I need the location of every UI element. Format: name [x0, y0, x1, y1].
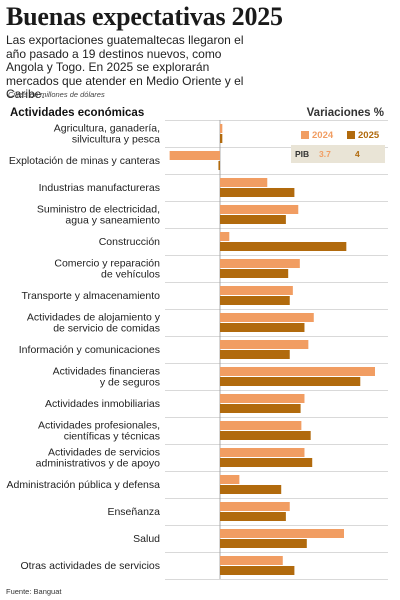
category-labels: Agricultura, ganadería, silvicultura y pe…: [6, 123, 160, 573]
category-label-line: Actividades profesionales,: [38, 420, 160, 432]
bar-2024: [220, 475, 240, 484]
bar-2025: [220, 458, 313, 467]
category-label: Actividades inmobiliarias: [45, 398, 160, 410]
category-label-line: Actividades de alojamiento y: [27, 312, 161, 324]
bar-2024: [220, 448, 305, 457]
bar-2024: [220, 286, 293, 295]
category-label: Explotación de minas y canteras: [9, 155, 160, 167]
category-label-line: Otras actividades de servicios: [21, 560, 160, 572]
bar-2024: [220, 205, 299, 214]
category-label: Construcción: [99, 236, 160, 248]
category-label: Suministro de electricidad, agua y saneam…: [37, 204, 160, 227]
category-label: Actividades profesionales, científicas y …: [38, 420, 160, 443]
category-label-line: Información y comunicaciones: [19, 344, 160, 356]
category-label: Actividades de servicios administrativos …: [36, 447, 160, 470]
chart-bars: [169, 124, 375, 575]
bar-2025: [220, 134, 223, 143]
category-label-line: silvicultura y pesca: [72, 134, 160, 146]
bar-2024: [220, 259, 300, 268]
category-label-line: Salud: [133, 533, 160, 545]
bar-2024: [220, 502, 290, 511]
category-label-line: Comercio y reparación: [54, 258, 160, 270]
bar-2024: [220, 529, 344, 538]
chart-subtitle: Las exportaciones guatemaltecas llegaron…: [6, 33, 244, 101]
legend-item-2025: 2025: [347, 130, 379, 141]
category-label-line: Actividades inmobiliarias: [45, 398, 160, 410]
legend-item-2024: 2024: [301, 130, 333, 141]
bar-2024: [220, 232, 230, 241]
category-label-line: Enseñanza: [107, 506, 160, 518]
bar-2025: [220, 188, 295, 197]
legend-swatch-2025: [347, 131, 355, 139]
category-label-line: Explotación de minas y canteras: [9, 155, 160, 167]
category-label-line: de vehículos: [101, 269, 160, 281]
category-label-line: Agricultura, ganadería,: [54, 123, 160, 135]
source-note: Fuente: Banguat: [6, 587, 62, 596]
bar-2025: [220, 350, 290, 359]
bar-2024: [220, 556, 283, 565]
bar-2025: [220, 485, 282, 494]
bar-2025: [220, 323, 305, 332]
bar-2025: [220, 539, 307, 548]
legend-label-2024: 2024: [312, 130, 334, 141]
category-label: Enseñanza: [107, 506, 160, 518]
category-label-line: agua y saneamiento: [65, 215, 160, 227]
category-label: Industrias manufactureras: [39, 182, 160, 194]
bar-2024: [220, 421, 302, 430]
bar-2025: [220, 269, 289, 278]
variation-column-header: Variaciones %: [306, 107, 384, 119]
bar-chart: Agricultura, ganadería, silvicultura y pe…: [6, 120, 388, 580]
chart-title: Buenas expectativas 2025: [6, 2, 283, 31]
category-label: Actividades financieras y de seguros: [53, 366, 160, 389]
category-label: Salud: [133, 533, 160, 545]
bar-2024: [220, 367, 375, 376]
bar-2025: [220, 566, 295, 575]
bar-2025: [220, 512, 286, 521]
unit-note: Cifras en millones de dólares: [8, 90, 105, 99]
bar-2024: [169, 151, 220, 160]
category-label-line: de servicio de comidas: [53, 323, 160, 335]
legend-label-2025: 2025: [358, 130, 380, 141]
bar-2024: [220, 313, 314, 322]
category-label: Otras actividades de servicios: [21, 560, 160, 572]
legend: 2024 2025 PIB 3.7 4: [291, 129, 385, 163]
bar-2025: [218, 161, 220, 170]
bar-2025: [220, 242, 347, 251]
category-label: Información y comunicaciones: [19, 344, 160, 356]
sector-column-header: Actividades económicas: [10, 107, 145, 119]
category-label-line: Industrias manufactureras: [39, 182, 160, 194]
bar-2025: [220, 296, 290, 305]
category-label-line: Actividades de servicios: [48, 447, 160, 459]
bar-2024: [220, 340, 309, 349]
category-label-line: científicas y técnicas: [64, 431, 160, 443]
category-label-line: Construcción: [99, 236, 160, 248]
bar-2024: [220, 124, 223, 133]
category-label-line: Actividades financieras: [53, 366, 160, 378]
category-label: Agricultura, ganadería, silvicultura y pe…: [54, 123, 160, 146]
bar-2025: [220, 377, 361, 386]
category-label-line: Administración pública y defensa: [6, 479, 160, 491]
bar-2025: [220, 215, 286, 224]
category-label-line: administrativos y de apoyo: [36, 458, 160, 470]
category-label-line: Suministro de electricidad,: [37, 204, 160, 216]
pib-row: PIB 3.7 4: [291, 145, 385, 163]
legend-swatch-2024: [301, 131, 309, 139]
category-label: Administración pública y defensa: [6, 479, 160, 491]
category-label: Actividades de alojamiento y de servicio …: [27, 312, 161, 335]
pib-label: PIB: [295, 149, 310, 159]
category-label: Comercio y reparación de vehículos: [54, 258, 160, 281]
pib-value-2025: 4: [355, 149, 360, 159]
category-label-line: y de seguros: [100, 377, 160, 389]
category-label: Transporte y almacenamiento: [21, 290, 160, 302]
bar-2025: [220, 404, 301, 413]
bar-2025: [220, 431, 311, 440]
pib-value-2024: 3.7: [319, 149, 331, 159]
category-label-line: Transporte y almacenamiento: [21, 290, 160, 302]
bar-2024: [220, 178, 268, 187]
bar-2024: [220, 394, 305, 403]
